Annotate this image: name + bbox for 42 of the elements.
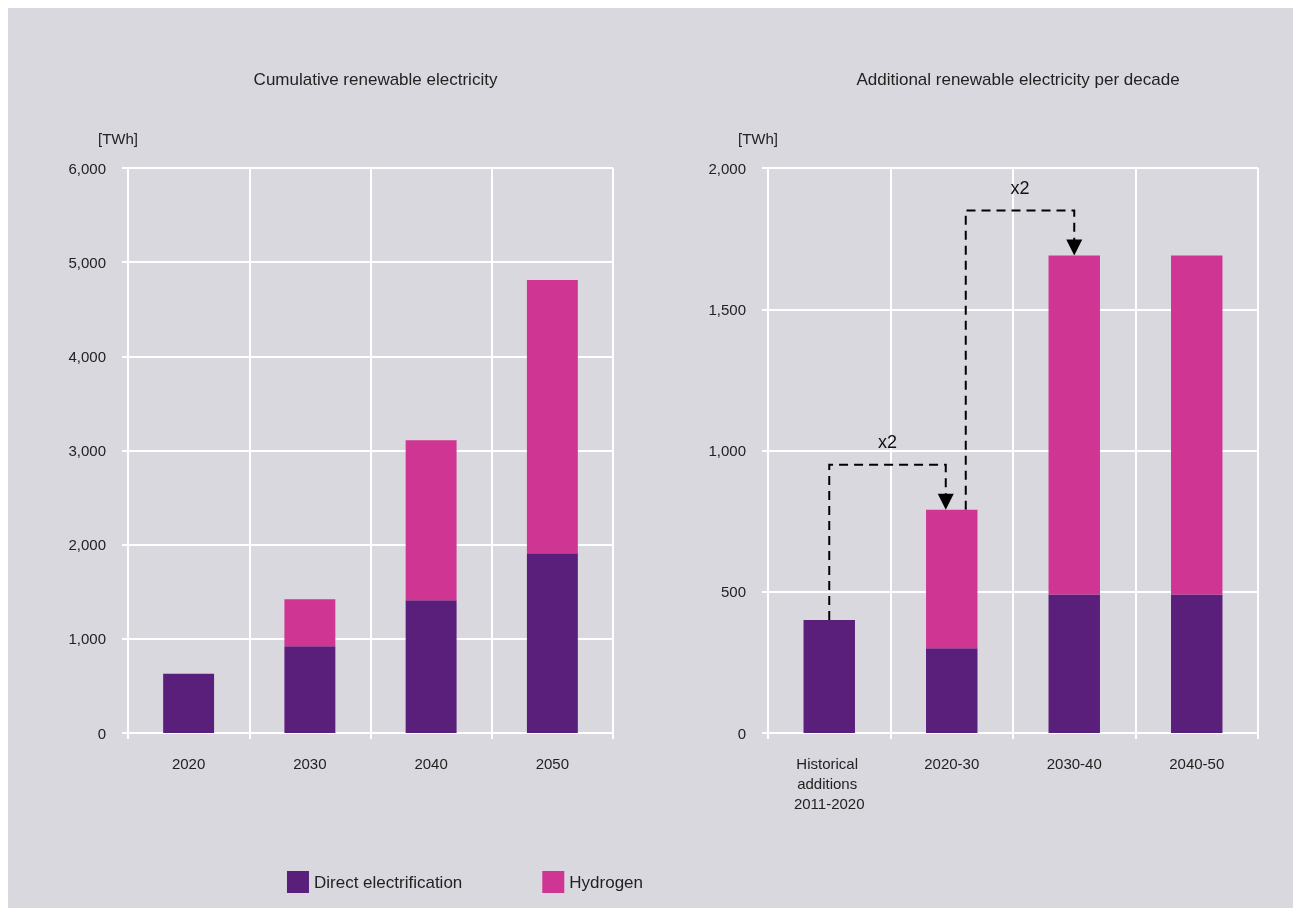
y-tick-label: 2,000 [68, 536, 106, 554]
bar [926, 509, 978, 649]
bar [1171, 594, 1223, 733]
x-tick-label: 2050 [535, 754, 570, 772]
x-tick-label: 2040-50 [1169, 754, 1225, 772]
y-tick-label: 4,000 [68, 347, 106, 365]
y-axis-title: [TWh] [98, 130, 138, 147]
bar [803, 620, 855, 733]
y-tick-label: 6,000 [68, 159, 106, 177]
y-tick-label: 500 [720, 583, 746, 601]
y-tick-label: 1,000 [708, 442, 746, 459]
x-tick-label: 2040 [414, 754, 448, 772]
y-tick-label: 0 [737, 724, 746, 742]
y-tick-label: 2,000 [708, 159, 746, 177]
legend-label: Direct electrification [313, 872, 463, 892]
y-tick-label: 0 [97, 724, 106, 742]
bar [526, 280, 578, 554]
bar [163, 673, 215, 733]
x-tick-label: Historical additions 2011-2020 [793, 754, 865, 812]
x-tick-label: 2030 [293, 754, 327, 772]
chart-title: Additional renewable electricity per decade [856, 70, 1180, 89]
y-tick-label: 3,000 [68, 442, 106, 459]
x-tick-label: 2020 [171, 754, 206, 772]
y-tick-label: 1,000 [68, 630, 106, 648]
annotation: x2 [877, 431, 898, 452]
bar [1048, 594, 1100, 733]
annotation: x2 [1010, 177, 1030, 198]
y-tick-label: 1,500 [708, 300, 746, 318]
bar [405, 440, 457, 601]
bar [284, 646, 336, 733]
bar [526, 553, 578, 733]
legend-label: Hydrogen [569, 872, 644, 892]
chart-title: Cumulative renewable electricity [253, 70, 498, 89]
y-tick-label: 5,000 [68, 253, 106, 271]
x-tick-label: 2020-30 [924, 754, 980, 772]
bar [1048, 255, 1100, 595]
bar [284, 599, 336, 647]
y-axis-title: [TWh] [738, 130, 778, 147]
bar [1171, 255, 1223, 595]
x-tick-label: 2030-40 [1046, 754, 1102, 772]
bar [926, 648, 978, 733]
bar [405, 600, 457, 733]
